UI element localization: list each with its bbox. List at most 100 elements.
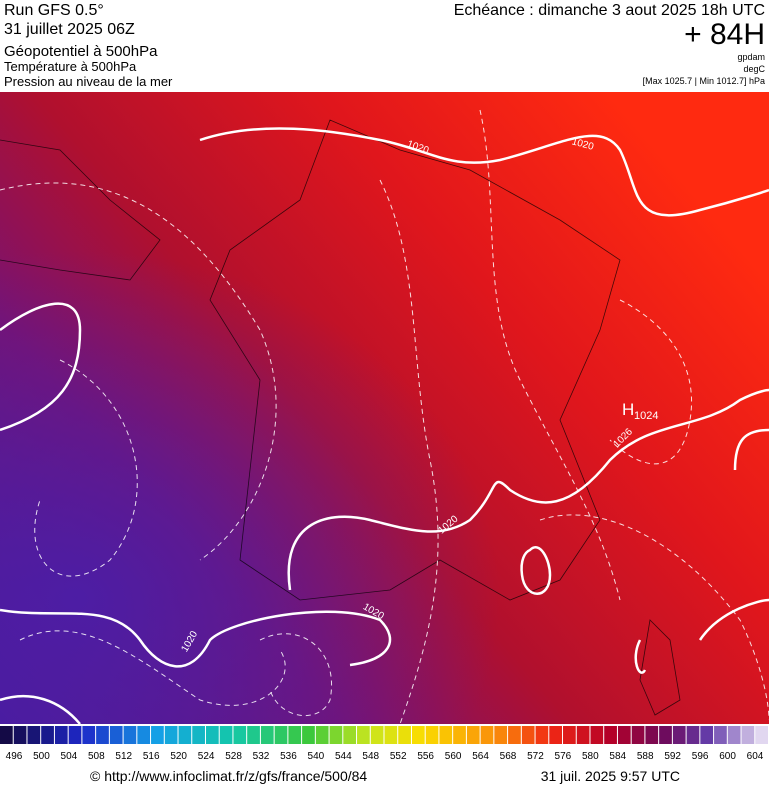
colorbar-label: 584 — [609, 751, 626, 762]
colorbar-swatch — [274, 726, 288, 744]
colorbar-swatch — [494, 726, 508, 744]
colorbar-swatch — [617, 726, 631, 744]
colorbar-label: 528 — [225, 751, 242, 762]
colorbar-swatch — [398, 726, 411, 744]
colorbar-swatch — [151, 726, 164, 744]
colorbar-swatch — [96, 726, 109, 744]
colorbar-swatch — [741, 726, 755, 744]
colorbar-swatch — [384, 726, 398, 744]
colorbar-swatch — [755, 726, 768, 744]
temperature-isolines — [0, 109, 769, 725]
colorbar-label: 548 — [362, 751, 379, 762]
colorbar-label: 556 — [417, 751, 434, 762]
colorbar-swatch — [535, 726, 549, 744]
colorbar-label: 560 — [445, 751, 462, 762]
colorbar-swatch — [659, 726, 672, 744]
valid-time: Echéance : dimanche 3 aout 2025 18h UTC — [454, 2, 765, 19]
borders — [0, 119, 681, 716]
field-label: Température à 500hPa — [4, 59, 137, 74]
pressure-range: [Max 1025.7 | Min 1012.7] hPa — [643, 76, 765, 86]
colorbar-swatch — [68, 726, 82, 744]
colorbar-label: 580 — [582, 751, 599, 762]
colorbar-swatch — [123, 726, 137, 744]
cold-pool — [0, 92, 769, 724]
colorbar-swatch — [178, 726, 192, 744]
colorbar-swatch — [41, 726, 54, 744]
colorbar-swatch — [27, 726, 41, 744]
high-value: 1024 — [634, 410, 658, 422]
colorbar-swatch — [302, 726, 315, 744]
colorbar-label: 572 — [527, 751, 544, 762]
colorbar-swatch — [645, 726, 659, 744]
colorbar-swatch — [137, 726, 151, 744]
colorbar-swatch — [604, 726, 617, 744]
colorbar-swatch — [13, 726, 27, 744]
colorbar-label: 516 — [143, 751, 160, 762]
colorbar-swatch — [727, 726, 741, 744]
unit: degC — [743, 64, 765, 74]
field-label: Pression au niveau de la mer — [4, 74, 173, 89]
colorbar-swatch — [54, 726, 68, 744]
colorbar-label: 588 — [637, 751, 654, 762]
colorbar-label: 496 — [6, 751, 23, 762]
colorbar-swatch — [521, 726, 535, 744]
colorbar-swatch — [576, 726, 590, 744]
colorbar-swatch — [205, 726, 219, 744]
colorbar-label: 524 — [198, 751, 215, 762]
colorbar-label: 536 — [280, 751, 297, 762]
run-date: 31 juillet 2025 06Z — [4, 21, 135, 38]
colorbar-label: 540 — [308, 751, 325, 762]
run-title: Run GFS 0.5° — [4, 2, 104, 19]
colorbar-swatch — [0, 726, 13, 744]
colorbar-label: 600 — [719, 751, 736, 762]
colorbar-swatch — [700, 726, 714, 744]
colorbar-label: 604 — [747, 751, 764, 762]
colorbar-swatch — [714, 726, 727, 744]
colorbar-label: 596 — [692, 751, 709, 762]
colorbar-swatch — [109, 726, 123, 744]
colorbar-swatch — [315, 726, 329, 744]
colorbar-swatch — [288, 726, 302, 744]
colorbar-label: 520 — [170, 751, 187, 762]
colorbar-swatch — [82, 726, 96, 744]
colorbar-swatch — [466, 726, 480, 744]
colorbar-swatch — [357, 726, 370, 744]
colorbar-swatch — [590, 726, 604, 744]
timestamp: 31 juil. 2025 9:57 UTC — [541, 768, 680, 784]
source: © http://www.infoclimat.fr/z/gfs/france/… — [90, 768, 367, 784]
colorbar-label: 500 — [33, 751, 50, 762]
colorbar-swatch — [480, 726, 494, 744]
high-letter: H — [622, 400, 634, 419]
colorbar-label: 592 — [664, 751, 681, 762]
colorbar-swatch — [329, 726, 343, 744]
colorbar-swatch — [343, 726, 357, 744]
colorbar-label: 512 — [115, 751, 132, 762]
unit: gpdam — [737, 52, 765, 62]
colorbar-swatch — [672, 726, 686, 744]
colorbar-label: 564 — [472, 751, 489, 762]
colorbar-label: 504 — [61, 751, 78, 762]
colorbar-swatch — [411, 726, 425, 744]
colorbar-swatch — [439, 726, 453, 744]
colorbar-swatch — [192, 726, 205, 744]
colorbar-swatch — [563, 726, 576, 744]
colorbar-swatch — [164, 726, 178, 744]
colorbar-swatch — [219, 726, 233, 744]
colorbar-swatch — [247, 726, 260, 744]
colorbar-swatch — [233, 726, 247, 744]
colorbar-swatch — [631, 726, 645, 744]
colorbar-swatch — [686, 726, 700, 744]
colorbar-swatch — [425, 726, 439, 744]
field-label: Géopotentiel à 500hPa — [4, 43, 158, 60]
colorbar-label: 532 — [253, 751, 270, 762]
colorbar-label: 552 — [390, 751, 407, 762]
colorbar-swatch — [508, 726, 521, 744]
colorbar-label: 508 — [88, 751, 105, 762]
colorbar-label: 576 — [555, 751, 572, 762]
colorbar: 496 500 504 508 512 516 520 524 528 532 536 540 544 5… — [0, 726, 768, 762]
colorbar-swatch — [370, 726, 384, 744]
isobars — [0, 127, 769, 725]
